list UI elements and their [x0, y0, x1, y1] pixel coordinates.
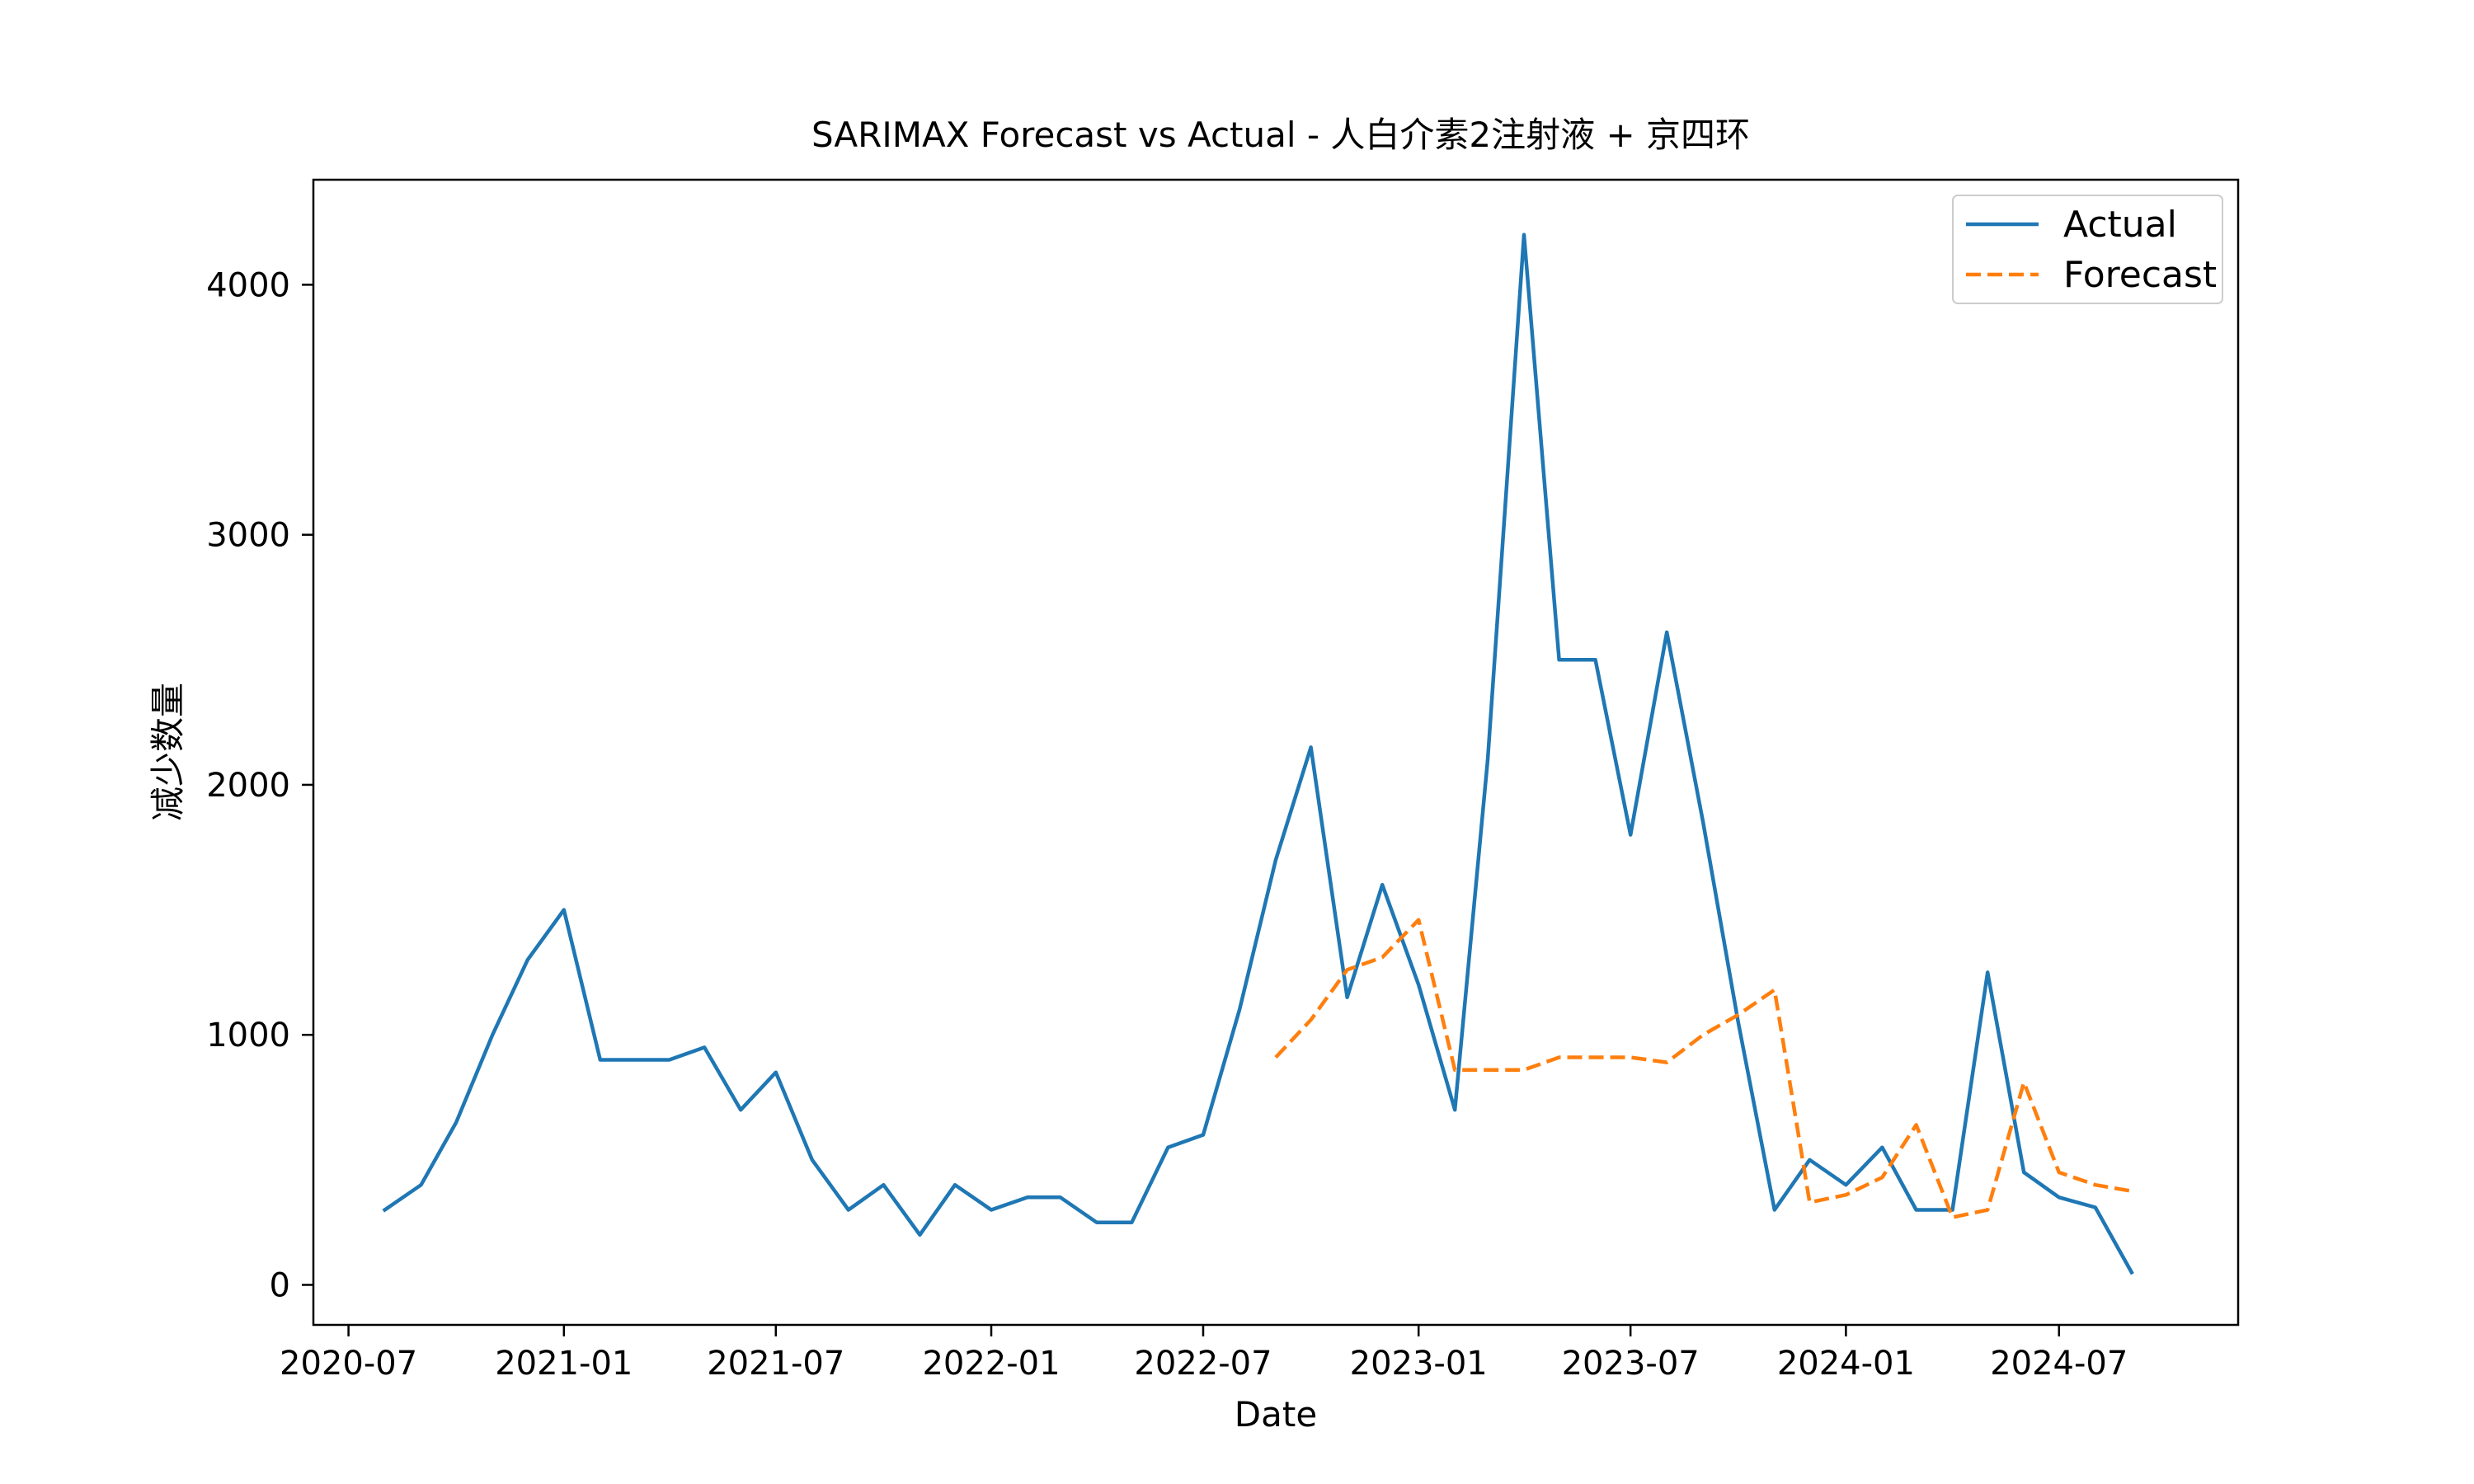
series-line-forecast: [1274, 918, 2133, 1219]
y-axis: 0 1000 2000 3000 4000: [206, 266, 313, 1304]
legend-actual-label: Actual: [2063, 204, 2177, 246]
y-tick-label: 0: [270, 1266, 290, 1304]
x-tick-label: 2023-07: [1562, 1345, 1700, 1383]
y-tick-label: 3000: [206, 517, 290, 555]
series-layer: [382, 232, 2134, 1275]
chart-title: SARIMAX Forecast vs Actual - 人白介素2注射液 + …: [811, 115, 1750, 155]
x-tick-label: 2021-01: [495, 1345, 633, 1383]
x-tick-label: 2024-07: [1990, 1345, 2128, 1383]
legend-forecast-label: Forecast: [2063, 254, 2217, 296]
legend: Actual Forecast: [1952, 195, 2223, 304]
x-tick-label: 2020-07: [280, 1345, 417, 1383]
x-tick-label: 2024-01: [1777, 1345, 1915, 1383]
y-tick-label: 2000: [206, 767, 290, 805]
x-axis-label: Date: [1235, 1394, 1317, 1435]
y-tick-label: 1000: [206, 1017, 290, 1054]
x-tick-label: 2021-07: [707, 1345, 844, 1383]
x-tick-label: 2023-01: [1350, 1345, 1488, 1383]
series-line-actual: [382, 232, 2134, 1275]
y-axis-label: 减少数量: [148, 683, 188, 821]
x-axis: 2020-07 2021-01 2021-07 2022-01 2022-07 2023-…: [280, 1325, 2128, 1383]
y-tick-label: 4000: [206, 266, 290, 304]
x-tick-label: 2022-01: [922, 1345, 1060, 1383]
x-tick-label: 2022-07: [1134, 1345, 1272, 1383]
plot-frame: [312, 178, 2240, 1327]
